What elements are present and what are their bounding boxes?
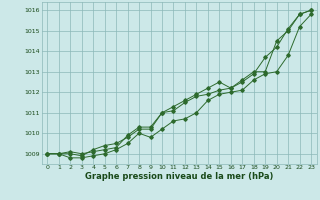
X-axis label: Graphe pression niveau de la mer (hPa): Graphe pression niveau de la mer (hPa) [85,172,273,181]
